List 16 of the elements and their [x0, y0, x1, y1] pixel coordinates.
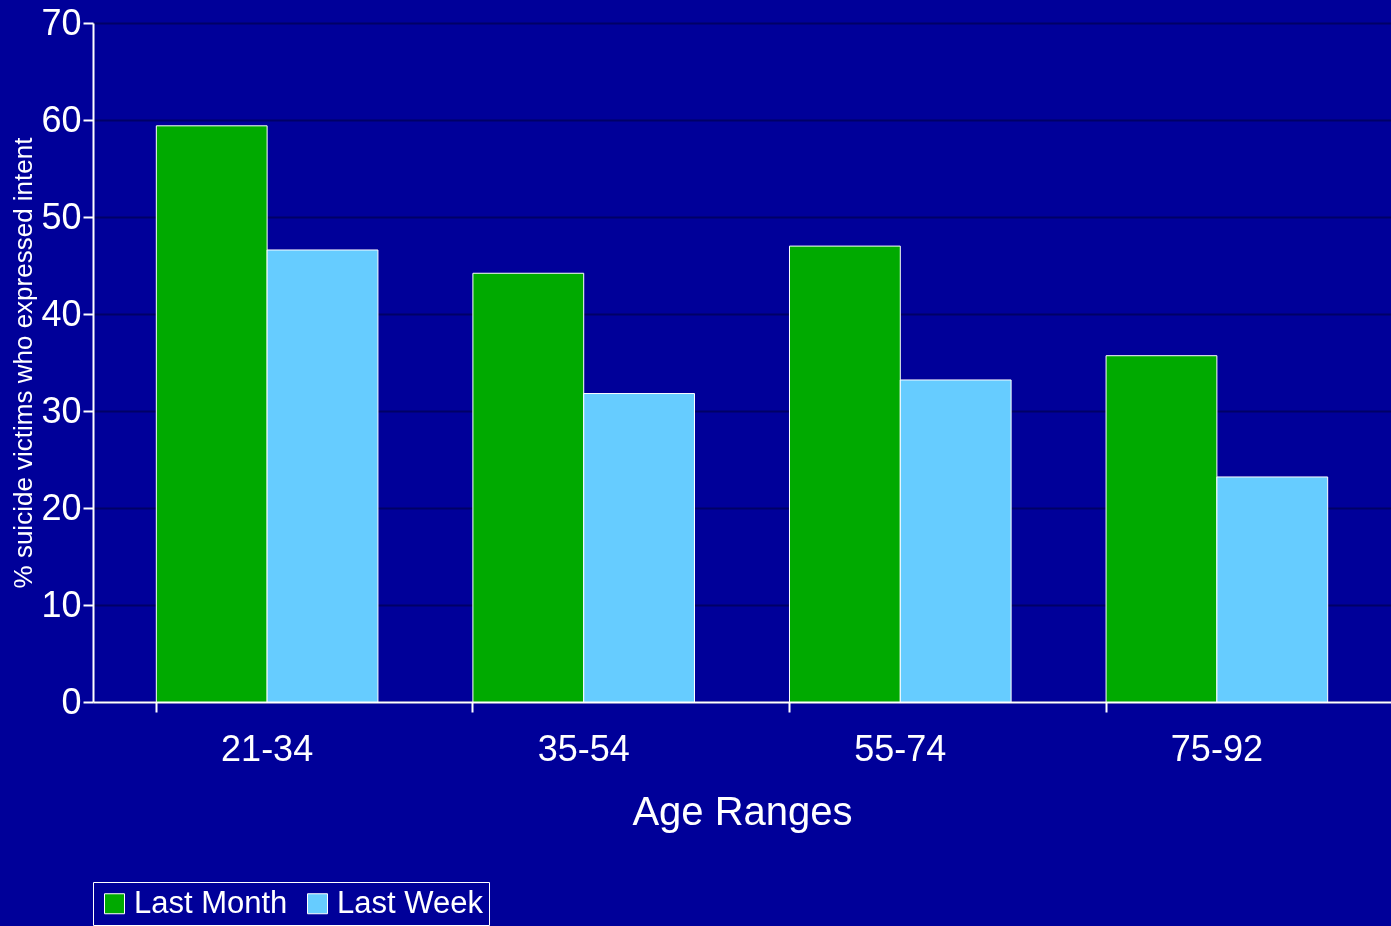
y-tick-label: 30	[41, 389, 82, 431]
y-tick-label: 40	[41, 292, 82, 334]
y-tick-label: 10	[41, 583, 82, 625]
x-tick-label: 35-54	[537, 727, 630, 769]
legend-label: Last Month	[134, 884, 288, 920]
x-tick-label: 55-74	[854, 727, 947, 769]
x-tick-label: 75-92	[1170, 727, 1263, 769]
legend-label: Last Week	[337, 884, 484, 920]
y-axis-title: % suicide victims who expressed intent	[8, 136, 39, 589]
y-tick-label: 0	[61, 680, 82, 722]
y-tick-label: 20	[41, 486, 82, 528]
y-tick-label: 70	[41, 1, 82, 43]
x-axis-title: Age Ranges	[632, 788, 853, 833]
x-tick-label: 21-34	[221, 727, 314, 769]
y-tick-label: 50	[41, 195, 82, 237]
y-tick-label: 60	[41, 98, 82, 140]
